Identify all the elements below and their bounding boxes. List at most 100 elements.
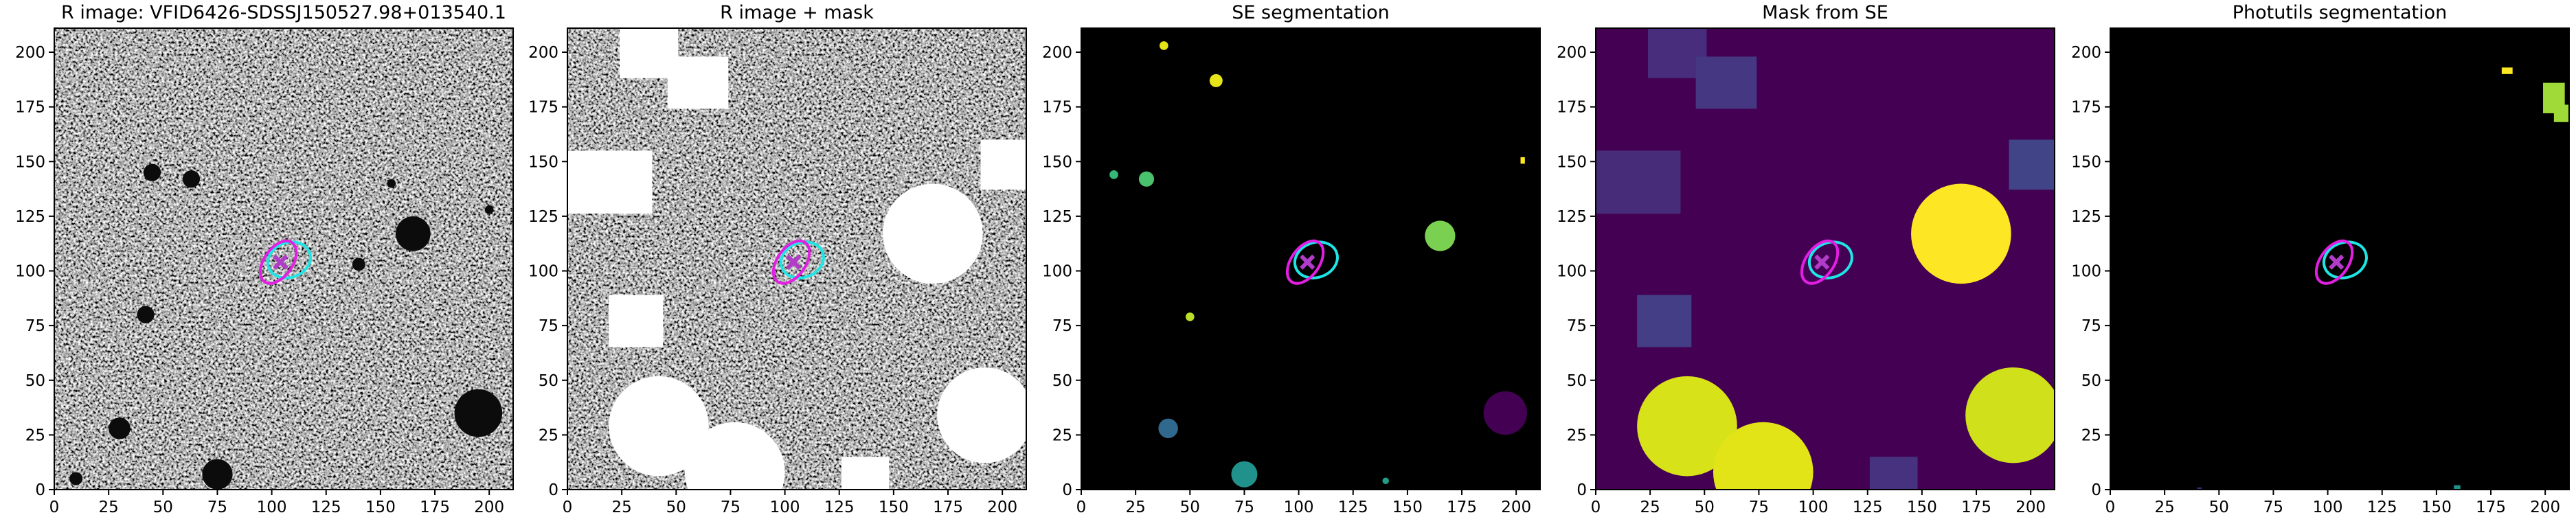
panel: Photutils segmentation 0 25 50 75 100 125 150 17…	[2071, 2, 2570, 515]
source-box	[841, 457, 890, 490]
source-box	[2454, 485, 2461, 490]
x-tick-label: 25	[2155, 499, 2175, 515]
source-box	[1520, 157, 1525, 164]
axes-frame	[567, 27, 1027, 490]
y-tick-label: 175	[1557, 99, 1587, 117]
y-tick-label: 150	[1557, 153, 1587, 171]
x-tick-label: 125	[311, 499, 341, 515]
ellipse-magenta	[258, 239, 298, 285]
y-tick-label: 100	[528, 263, 558, 281]
source-blob	[396, 216, 431, 251]
y-tick-label: 0	[1062, 481, 1072, 499]
x-tick-label: 100	[1284, 499, 1314, 515]
y-tick-label: 100	[1042, 263, 1072, 281]
panel: SE segmentation 0 25 50 75 100 125 150 175 200 0 25…	[1042, 2, 1541, 515]
y-tick-label: 25	[1567, 426, 1587, 444]
y-tick-label: 25	[2081, 426, 2101, 444]
source-blob	[937, 367, 1026, 464]
x-tick-label: 100	[2313, 499, 2343, 515]
source-box	[667, 56, 729, 109]
y-tick-label: 175	[15, 99, 45, 117]
source-box	[2501, 67, 2513, 74]
source-blob	[684, 422, 785, 490]
source-blob	[1713, 422, 1814, 490]
source-blob	[352, 258, 365, 271]
source-blob	[1965, 367, 2055, 464]
center-marker	[273, 254, 289, 270]
source-blob	[1483, 391, 1528, 435]
source-blob	[387, 179, 396, 188]
x-tick-label: 200	[2530, 499, 2560, 515]
y-tick-label: 125	[1557, 208, 1587, 226]
image	[1596, 28, 2055, 490]
y-tick-label: 200	[1557, 44, 1587, 62]
source-blob	[1185, 312, 1195, 321]
y-tick-label: 100	[15, 263, 45, 281]
x-tick-label: 125	[1338, 499, 1368, 515]
y-tick-label: 50	[539, 372, 558, 390]
source-blob	[609, 376, 709, 477]
panel-title: SE segmentation	[1232, 2, 1389, 23]
source-box	[1869, 457, 1918, 490]
source-blob	[883, 183, 983, 284]
y-tick-label: 150	[1042, 153, 1072, 171]
y-tick-label: 75	[539, 317, 558, 335]
x-tick-label: 75	[1234, 499, 1254, 515]
y-tick-label: 175	[2071, 99, 2101, 117]
y-tick-label: 50	[1052, 372, 1072, 390]
x-tick-label: 200	[2015, 499, 2046, 515]
x-tick-label: 75	[721, 499, 741, 515]
x-tick-label: 25	[99, 499, 119, 515]
source-blob	[1209, 73, 1223, 87]
y-tick-label: 125	[528, 208, 558, 226]
image	[54, 28, 513, 490]
y-tick-label: 50	[1567, 372, 1587, 390]
x-tick-label: 125	[824, 499, 855, 515]
source-blob	[69, 472, 83, 485]
y-tick-label: 100	[2071, 263, 2101, 281]
source-box	[2553, 104, 2569, 122]
source-blob	[182, 170, 201, 188]
source-blob	[1382, 477, 1389, 485]
source-blob	[202, 459, 233, 490]
y-tick-label: 200	[2071, 44, 2101, 62]
source-blob	[1425, 220, 1456, 251]
center-marker	[1814, 254, 1830, 270]
y-tick-label: 0	[548, 481, 558, 499]
center-marker	[1300, 254, 1315, 270]
source-box	[567, 150, 653, 214]
source-blob	[109, 417, 131, 439]
x-tick-label: 100	[257, 499, 287, 515]
y-tick-label: 200	[15, 44, 45, 62]
x-tick-label: 50	[1695, 499, 1715, 515]
x-tick-label: 0	[563, 499, 573, 515]
x-tick-label: 0	[2105, 499, 2116, 515]
x-tick-label: 125	[2367, 499, 2397, 515]
panel-title: Photutils segmentation	[2233, 2, 2448, 23]
source-box	[1695, 56, 1757, 109]
x-tick-label: 175	[2476, 499, 2506, 515]
y-tick-label: 150	[528, 153, 558, 171]
source-blob	[1109, 170, 1118, 179]
y-tick-label: 125	[2071, 208, 2101, 226]
source-box	[980, 139, 1026, 190]
source-blob	[1231, 461, 1258, 488]
x-tick-label: 75	[207, 499, 227, 515]
source-blob	[484, 205, 494, 214]
x-tick-label: 175	[1961, 499, 1991, 515]
x-tick-label: 50	[666, 499, 686, 515]
x-tick-label: 150	[1907, 499, 1937, 515]
ellipse-magenta	[1285, 239, 1325, 285]
x-tick-label: 175	[933, 499, 963, 515]
x-tick-label: 150	[2421, 499, 2452, 515]
source-box	[2197, 487, 2202, 490]
source-box	[609, 295, 664, 347]
y-tick-label: 75	[1567, 317, 1587, 335]
axes-frame	[1595, 27, 2055, 490]
image	[1081, 28, 1540, 490]
x-tick-label: 100	[770, 499, 800, 515]
center-marker	[786, 254, 802, 270]
y-tick-label: 150	[15, 153, 45, 171]
x-tick-label: 150	[1392, 499, 1423, 515]
